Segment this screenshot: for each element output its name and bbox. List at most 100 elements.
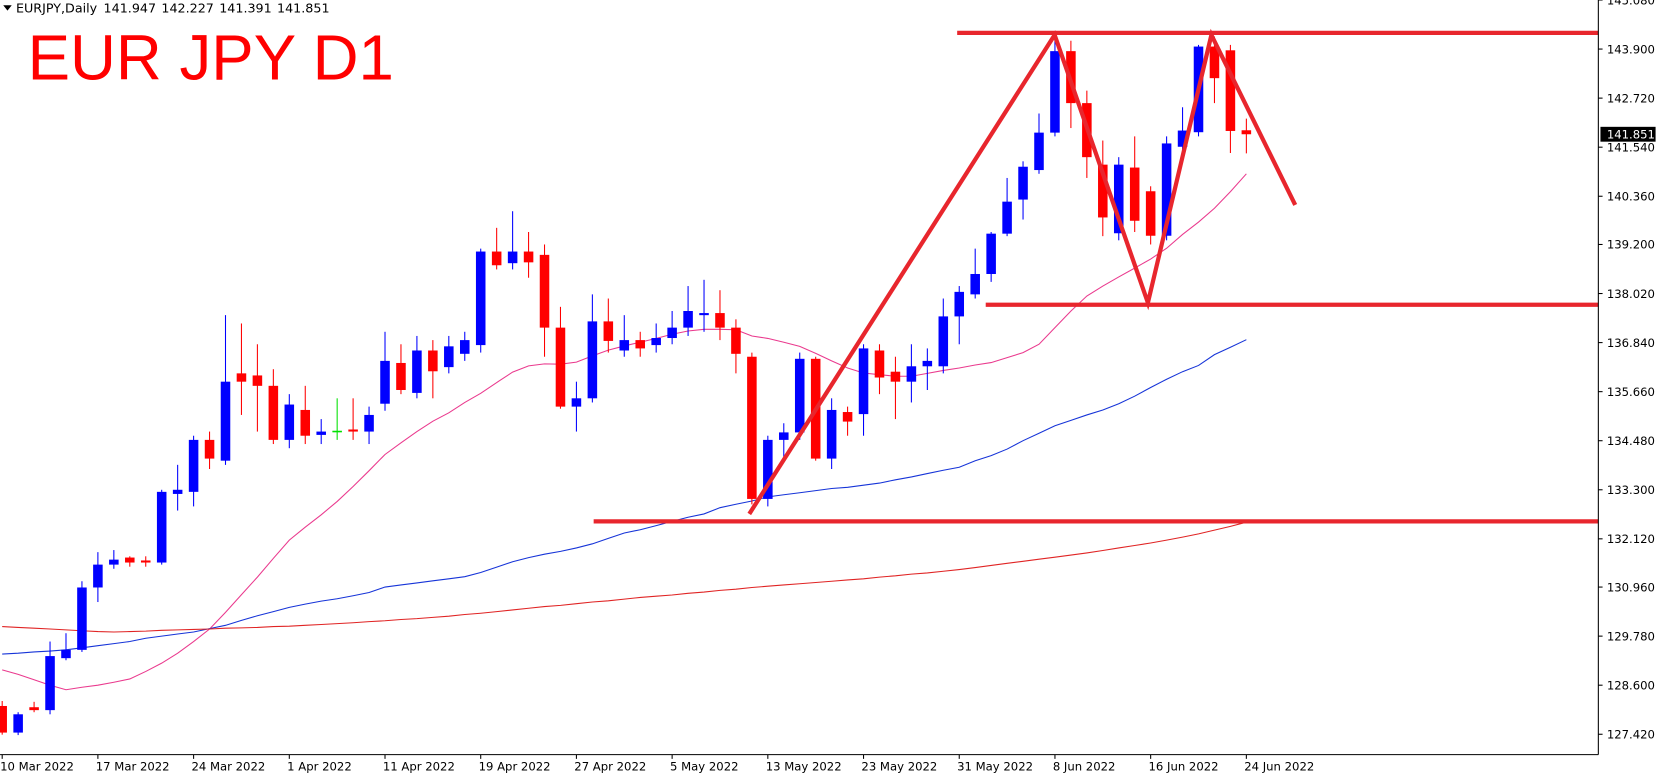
candle-body: [1241, 130, 1252, 135]
candle-body: [1034, 132, 1044, 171]
x-tick-label: 23 May 2022: [861, 760, 937, 774]
candle-body: [220, 381, 231, 461]
candle-body: [794, 358, 805, 433]
x-tick-label: 27 Apr 2022: [574, 760, 646, 774]
x-tick-label: 5 May 2022: [670, 760, 738, 774]
candle-body: [1129, 167, 1140, 221]
candle-body: [667, 327, 677, 339]
candle-body: [890, 371, 901, 382]
candle-body: [45, 656, 55, 711]
candle-body: [1145, 191, 1156, 236]
current-price-label: 141.851: [1607, 127, 1655, 141]
y-tick-label: 133.300: [1607, 483, 1655, 497]
candle-body: [284, 404, 295, 440]
y-tick-label: 127.420: [1607, 727, 1655, 741]
candle-body: [459, 340, 470, 354]
candle-body: [172, 489, 183, 494]
candle-body: [539, 254, 550, 328]
y-tick-label: 143.900: [1607, 42, 1655, 56]
candle-body: [0, 705, 7, 733]
candle-body: [1161, 143, 1172, 236]
y-tick-label: 136.840: [1607, 336, 1655, 350]
candle-body: [555, 327, 566, 407]
candle-body: [747, 356, 757, 499]
header: EURJPY,Daily 141.947 142.227 141.391 141.851: [16, 1, 330, 16]
candle-body: [970, 273, 980, 295]
y-tick-label: 128.600: [1607, 678, 1655, 692]
y-tick-label: 129.780: [1607, 629, 1655, 643]
candle-body: [268, 385, 279, 440]
x-tick-label: 10 Mar 2022: [0, 760, 74, 774]
candle-body: [731, 327, 741, 354]
candle-body: [635, 340, 645, 349]
candle-body: [364, 414, 374, 432]
candle-body: [140, 560, 151, 563]
candle-body: [954, 291, 965, 317]
candle-body: [348, 429, 358, 432]
candle-body: [938, 316, 949, 367]
current-price-box: [1600, 126, 1656, 142]
candle-body: [842, 412, 853, 422]
candle-body: [906, 366, 917, 382]
candle-body: [874, 350, 885, 378]
header-arrow: [3, 5, 12, 11]
x-tick-label: 11 Apr 2022: [383, 760, 455, 774]
y-tick-label: 141.540: [1607, 140, 1655, 154]
plot-area: [0, 28, 1599, 736]
candle-body: [1098, 164, 1108, 218]
x-tick-label: 19 Apr 2022: [479, 760, 551, 774]
candle-body: [1209, 46, 1220, 79]
x-tick-label: 16 Jun 2022: [1149, 760, 1219, 774]
candle-body: [699, 313, 709, 316]
x-tick-label: 17 Mar 2022: [96, 760, 170, 774]
y-tick-label: 142.720: [1607, 91, 1655, 105]
moving-average: [2, 521, 1247, 633]
candle-body: [1225, 50, 1236, 131]
header-low: 141.391: [219, 1, 272, 16]
header-open: 141.947: [104, 1, 157, 16]
candle-body: [444, 346, 454, 368]
candle-body: [587, 321, 598, 399]
candle-body: [236, 373, 247, 382]
y-tick-label: 130.960: [1607, 580, 1655, 594]
candle-body: [428, 350, 438, 372]
candle-body: [986, 233, 996, 274]
candle-body: [380, 360, 390, 404]
candle-body: [109, 559, 119, 565]
x-tick-label: 1 Apr 2022: [287, 760, 352, 774]
x-tick-label: 24 Jun 2022: [1244, 760, 1314, 774]
candle-body: [683, 310, 693, 328]
chart-title: EUR JPY D1: [28, 22, 394, 93]
header-high: 142.227: [161, 1, 214, 16]
candle-body: [1002, 201, 1012, 234]
candle-body: [204, 439, 215, 459]
candle-body: [29, 707, 39, 711]
candle-body: [475, 251, 486, 346]
candle-body: [252, 375, 263, 386]
x-tick-label: 8 Jun 2022: [1053, 760, 1116, 774]
candle-body: [603, 321, 614, 341]
x-tick-label: 13 May 2022: [766, 760, 842, 774]
symbol: EURJPY,Daily: [16, 1, 98, 16]
y-tick-label: 140.360: [1607, 189, 1655, 203]
candle-body: [1050, 51, 1060, 133]
candle-body: [396, 362, 406, 390]
candle-body: [763, 439, 773, 499]
y-tick-label: 145.080: [1607, 0, 1655, 7]
candle-body: [13, 714, 23, 733]
candle-body: [77, 587, 87, 650]
candle-body: [316, 431, 326, 435]
candle-body: [651, 338, 661, 346]
candle-body: [1177, 130, 1188, 147]
candle-body: [779, 432, 789, 440]
candle-body: [826, 409, 837, 459]
candle-body: [412, 350, 422, 393]
pattern-line: [747, 28, 1298, 516]
candle-body: [61, 649, 71, 659]
candle-body: [300, 409, 311, 436]
candle-body: [156, 491, 167, 563]
y-tick-label: 135.660: [1607, 385, 1655, 399]
candle-body: [125, 557, 135, 563]
candle-body: [491, 251, 502, 266]
